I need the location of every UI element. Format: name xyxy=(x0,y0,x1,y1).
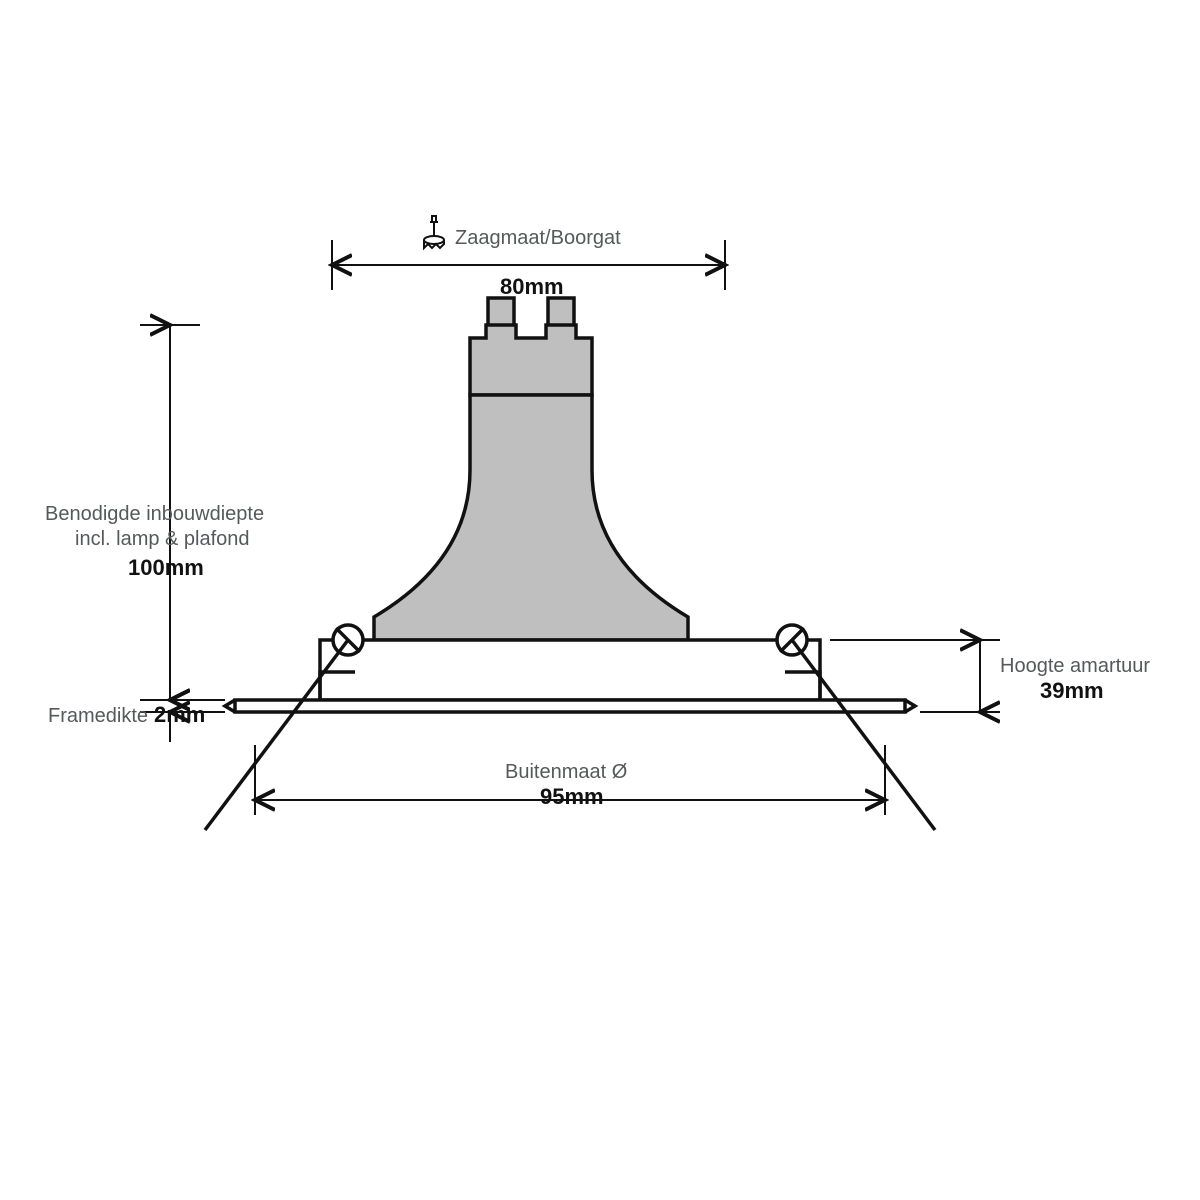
dim-framethk-value: 2mm xyxy=(154,702,205,727)
dim-depth-label2: incl. lamp & plafond xyxy=(75,528,250,550)
dim-depth-value: 100mm xyxy=(128,555,204,580)
technical-diagram: Zaagmaat/Boorgat 80mm Benodigde inbouwdi… xyxy=(0,0,1200,1200)
dim-outer: Buitenmaat Ø 95mm xyxy=(255,745,885,815)
dim-bore-value: 80mm xyxy=(500,274,564,299)
hole-saw-icon xyxy=(424,216,444,248)
frame-flange xyxy=(225,700,915,712)
dim-depth-label1: Benodigde inbouwdiepte xyxy=(45,503,264,525)
dim-fixh-label: Hoogte amartuur xyxy=(1000,655,1150,677)
dim-fixh-value: 39mm xyxy=(1040,678,1104,703)
dim-depth: Benodigde inbouwdiepte incl. lamp & plaf… xyxy=(45,325,264,700)
dim-bore-label: Zaagmaat/Boorgat xyxy=(455,227,621,249)
dim-framethk-label: Framedikte xyxy=(48,705,148,727)
dim-frame-thickness: Framedikte 2mm xyxy=(48,670,225,742)
dim-outer-value: 95mm xyxy=(540,784,604,809)
dim-bore: Zaagmaat/Boorgat 80mm xyxy=(332,216,725,299)
dim-outer-label: Buitenmaat Ø xyxy=(505,761,627,783)
lamp-body xyxy=(374,298,688,640)
